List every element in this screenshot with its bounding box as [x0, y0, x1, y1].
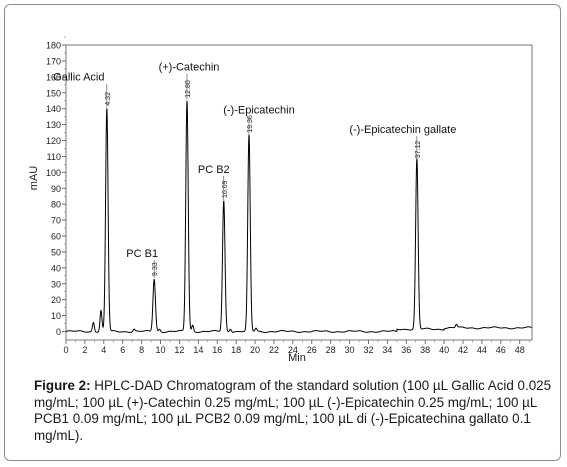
peak-name-label: (+)-Catechin	[159, 62, 220, 74]
peak-rt-label: 9.33	[152, 262, 159, 276]
x-tick-label: 18	[231, 345, 241, 355]
y-tick-label: 60	[51, 232, 61, 242]
x-tick-label: 12	[174, 345, 184, 355]
peak-name-label: (-)-Epicatechin	[223, 105, 295, 117]
x-tick-label: 10	[156, 345, 166, 355]
y-tick-label: 20	[51, 295, 61, 305]
x-tick-label: 42	[458, 345, 468, 355]
peak-name-label: (-)-Epicatechin gallate	[349, 124, 456, 136]
y-tick-label: 90	[51, 184, 61, 194]
y-tick-label: 180	[46, 41, 61, 51]
figure-caption: Figure 2: HPLC-DAD Chromatogram of the s…	[34, 378, 554, 444]
x-tick-label: 2	[82, 345, 87, 355]
x-tick-label: 4	[101, 345, 106, 355]
y-tick-label: 120	[46, 136, 61, 146]
x-tick-label: 36	[401, 345, 411, 355]
y-tick-label: 0	[56, 327, 61, 337]
peak-name-label: PC B2	[198, 164, 230, 176]
x-tick-label: 38	[420, 345, 430, 355]
y-tick-label: 150	[46, 88, 61, 98]
x-tick-label: 48	[515, 345, 525, 355]
x-tick-label: 46	[496, 345, 506, 355]
x-tick-label: 40	[439, 345, 449, 355]
x-tick-label: 14	[193, 345, 203, 355]
figure-frame	[4, 4, 561, 461]
y-axis-label: mAU	[28, 166, 40, 191]
x-tick-label: 6	[120, 345, 125, 355]
y-tick-label: 30	[51, 279, 61, 289]
caption-text: HPLC-DAD Chromatogram of the standard so…	[34, 378, 552, 443]
y-tick-label: 10	[51, 311, 61, 321]
x-tick-label: 32	[363, 345, 373, 355]
chromatogram-chart: mAU Min 01020304050607080901001101201301…	[28, 36, 533, 364]
y-tick-label: 70	[51, 216, 61, 226]
peak-rt-label: 16.69	[222, 180, 229, 198]
y-tick-label: 130	[46, 120, 61, 130]
x-tick-label: 24	[288, 345, 298, 355]
x-tick-label: 16	[212, 345, 222, 355]
y-tick-label: 100	[46, 168, 61, 178]
y-tick-label: 80	[51, 200, 61, 210]
peak-name-label: PC B1	[126, 248, 158, 260]
chromatogram-trace	[65, 100, 532, 334]
y-tick-label: 140	[46, 104, 61, 114]
y-tick-label: 110	[47, 152, 61, 162]
x-tick-label: 22	[269, 345, 279, 355]
x-tick-label: 20	[250, 345, 260, 355]
plot-border	[65, 44, 533, 341]
x-tick-label: 26	[307, 345, 317, 355]
x-tick-label: 34	[382, 345, 392, 355]
peak-rt-label: 4.32	[105, 92, 112, 106]
x-tick-label: 44	[477, 345, 487, 355]
y-tick-label: 50	[51, 247, 61, 257]
y-tick-label: 170	[46, 56, 61, 66]
x-tick-label: 0	[63, 345, 68, 355]
peak-rt-label: 19.36	[247, 115, 254, 133]
y-tick-label: 160	[46, 72, 61, 82]
x-axis-label: Min	[288, 352, 306, 364]
x-tick-label: 8	[139, 345, 144, 355]
y-tick-label: 40	[51, 263, 61, 273]
peak-name-label: Gallic Acid	[53, 72, 104, 84]
x-tick-label: 28	[326, 345, 336, 355]
peak-rt-label: 12.80	[185, 80, 192, 98]
peak-rt-label: 37.12	[415, 141, 422, 159]
caption-label: Figure 2:	[34, 378, 91, 393]
x-tick-label: 30	[345, 345, 355, 355]
